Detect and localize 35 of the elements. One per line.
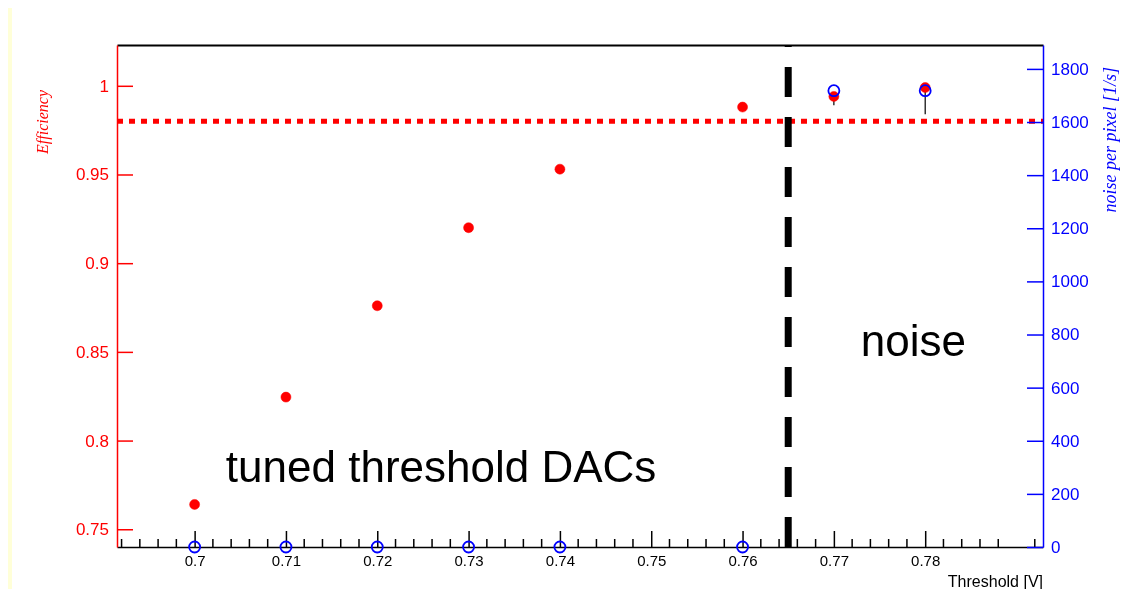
y-tick-label: 0.85 (75, 342, 109, 362)
y2-axis-title: noise per pixel [1/s] (1100, 67, 1120, 213)
x-tick-label: 0.71 (271, 551, 302, 569)
y2-tick-label: 1800 (1051, 59, 1089, 79)
x-tick-label: 0.7 (184, 551, 206, 569)
y-axis-title: Efficiency (34, 89, 52, 155)
y-tick-label: 0.9 (85, 254, 109, 274)
y2-tick-label: 600 (1051, 378, 1080, 398)
x-tick-label: 0.74 (545, 551, 576, 569)
y2-tick-label: 1000 (1051, 272, 1089, 292)
y2-tick-label: 200 (1051, 484, 1080, 504)
x-tick-label: 0.75 (637, 551, 667, 569)
y-tick-label: 0.8 (85, 431, 109, 451)
x-tick-label: 0.76 (728, 551, 758, 569)
y2-tick-label: 1400 (1051, 166, 1089, 186)
y2-tick-label: 0 (1051, 537, 1061, 557)
x-tick-label: 0.78 (911, 551, 941, 569)
y-tick-label: 0.75 (75, 520, 109, 540)
y-tick-label: 1 (99, 76, 109, 96)
x-tick-label: 0.72 (363, 551, 393, 569)
point (189, 499, 200, 510)
point (463, 222, 474, 233)
point (372, 300, 383, 312)
annotation: noise (860, 316, 966, 366)
y2-tick-label: 400 (1051, 431, 1080, 451)
y2-tick-label: 1200 (1051, 219, 1089, 239)
y2-tick-label: 1600 (1051, 112, 1089, 132)
y-tick-label: 0.95 (75, 165, 109, 185)
x-tick-label: 0.77 (819, 551, 849, 569)
annotation: tuned threshold DACs (225, 441, 657, 491)
x-tick-label: 0.73 (454, 551, 484, 569)
y2-tick-label: 800 (1051, 325, 1080, 345)
point (280, 391, 292, 403)
point (737, 101, 748, 113)
point (554, 163, 566, 175)
